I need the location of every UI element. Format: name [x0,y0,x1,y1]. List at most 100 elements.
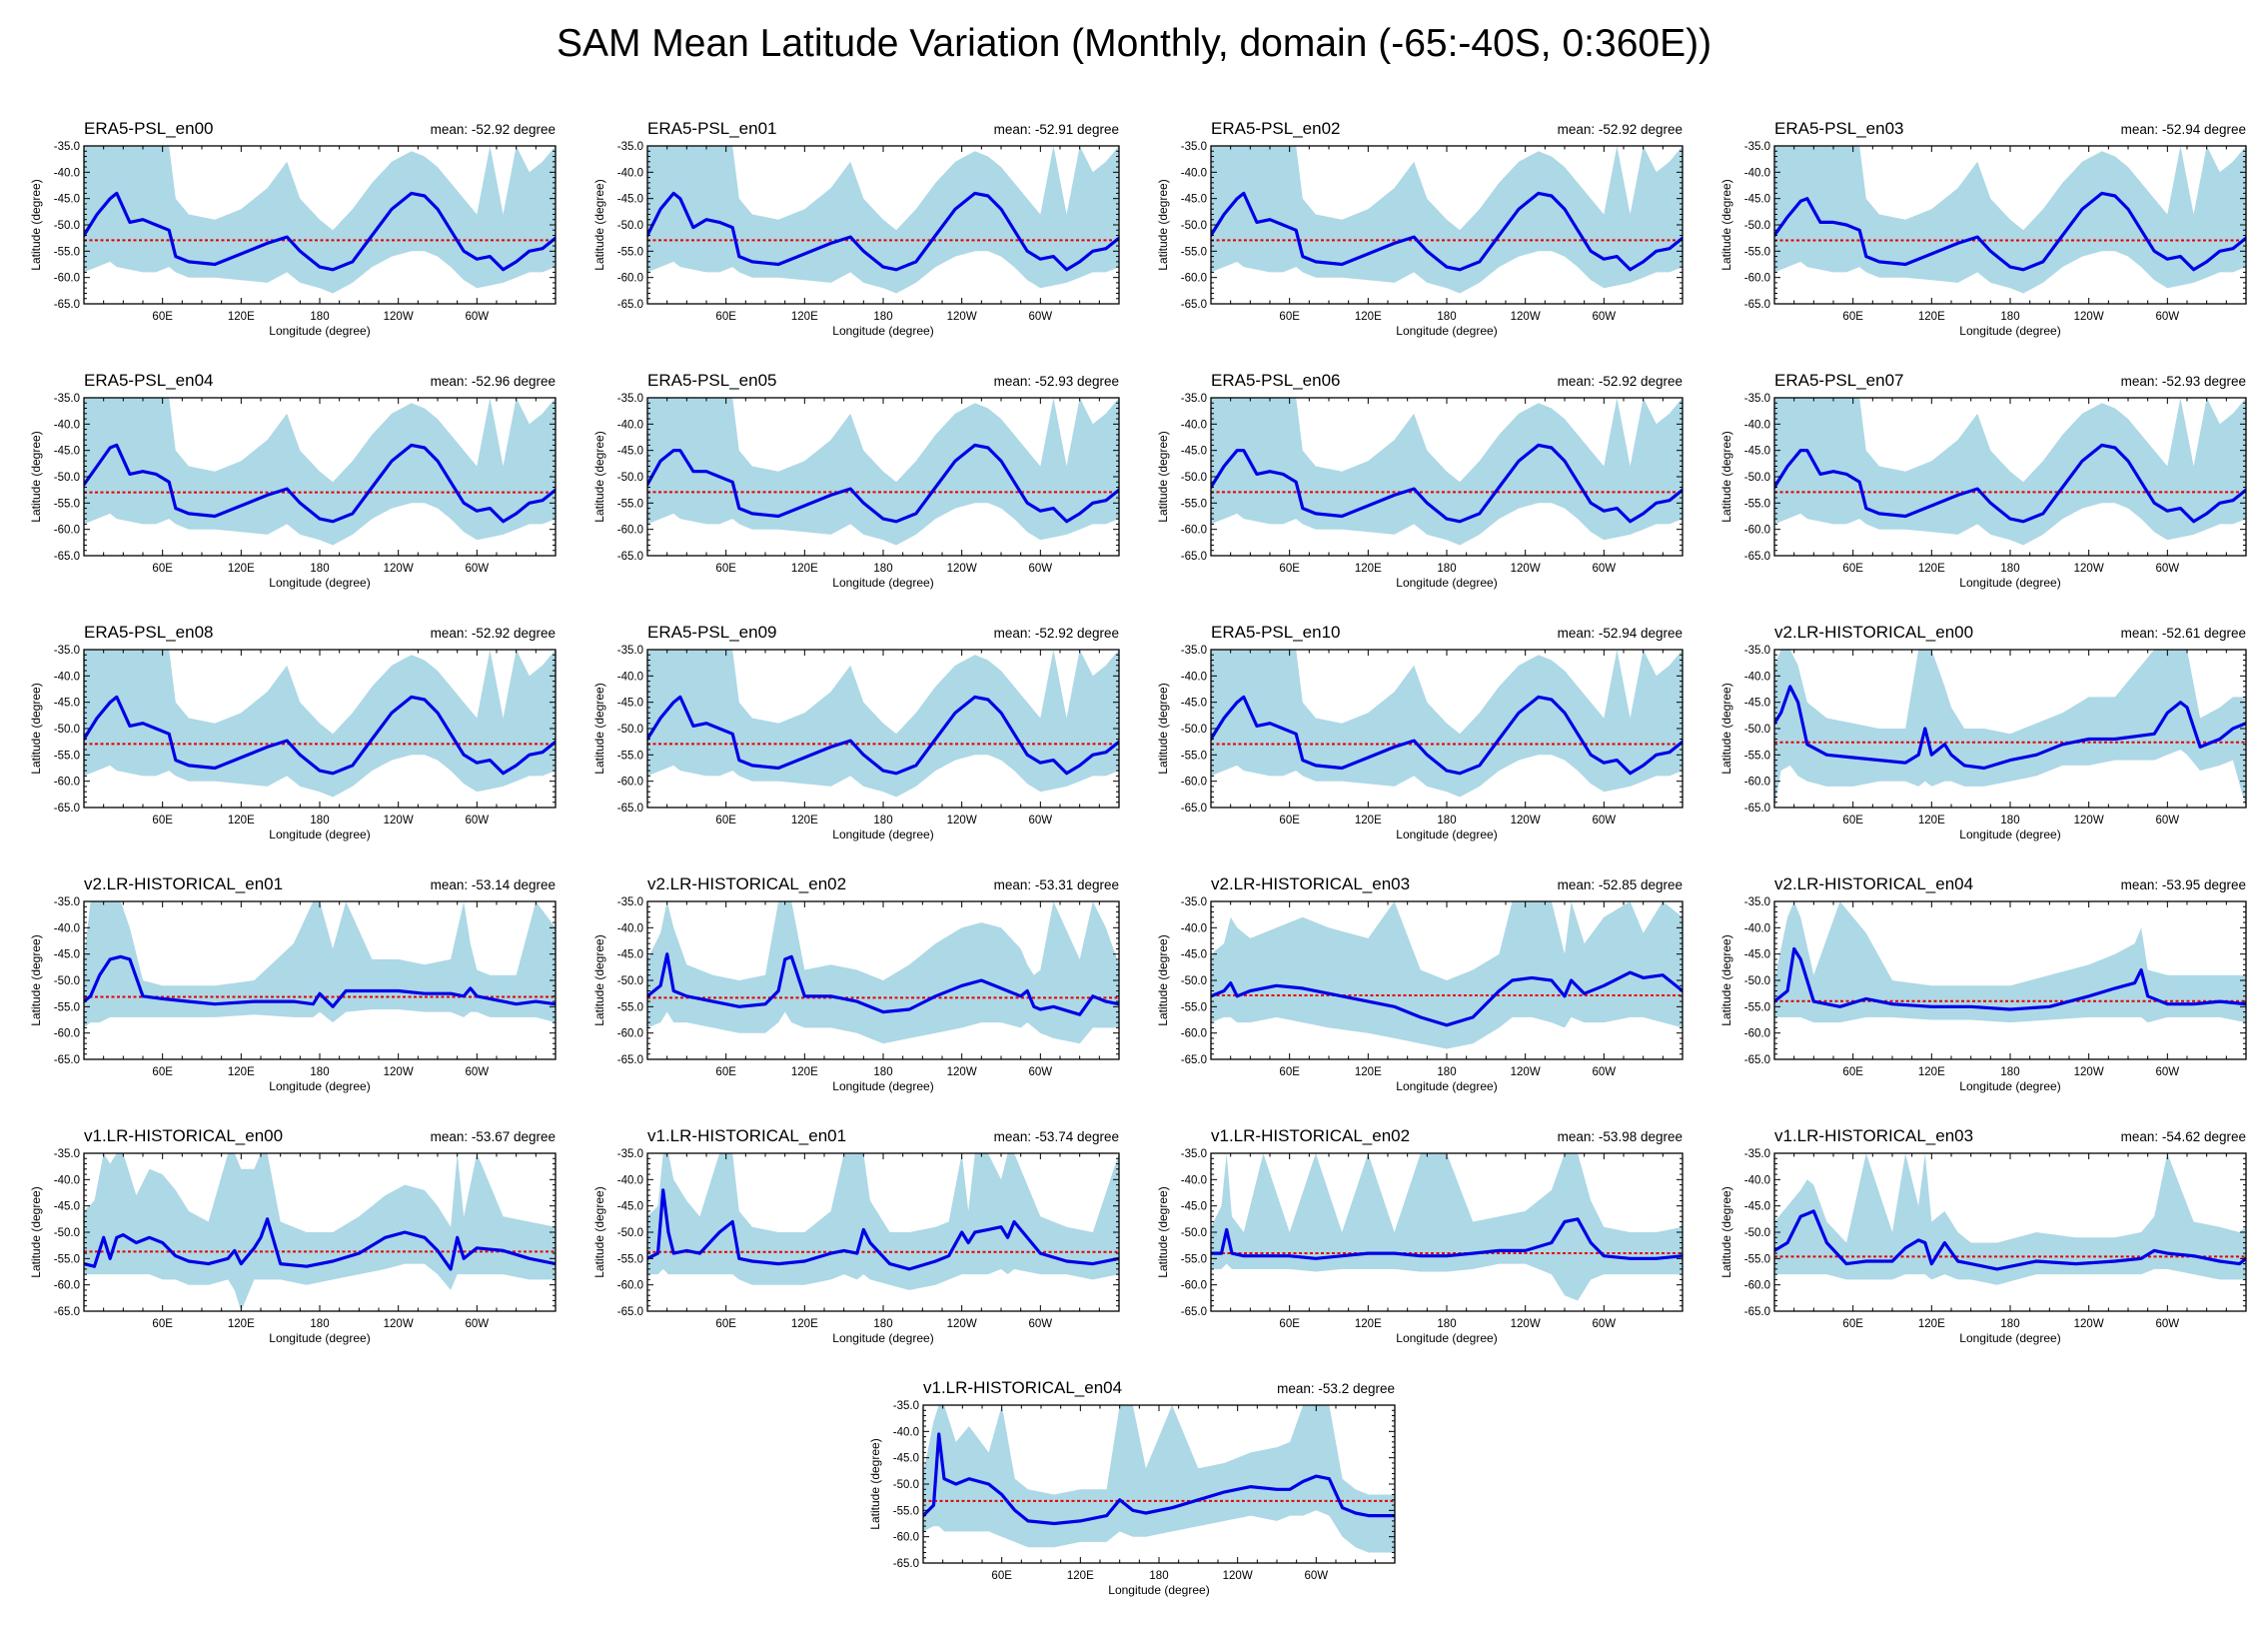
x-tick-label: 180 [873,563,892,575]
spread-band [84,1153,556,1311]
ensemble-mean-line [647,1188,1119,1271]
y-tick-label: -35.0 [1181,1148,1207,1160]
y-tick-label: -50.0 [54,975,80,987]
y-tick-label: -45.0 [54,949,80,961]
y-tick-label: -40.0 [1744,167,1770,179]
y-tick-label: -35.0 [617,645,643,657]
x-axis-label: Longitude (degree) [832,324,933,338]
y-tick-label: -40.0 [617,1174,643,1186]
x-tick-label: 60E [1842,815,1863,826]
x-tick-label: 120E [228,815,255,826]
y-axis-label: Latitude (degree) [1156,683,1170,774]
panel-title: v1.LR-HISTORICAL_en00 [84,1126,283,1145]
y-tick-label: -40.0 [1181,671,1207,683]
x-tick-label: 180 [873,1318,892,1330]
x-tick-label: 60W [1029,1066,1053,1078]
y-axis-label: Latitude (degree) [1719,683,1733,774]
chart-svg: ERA5-PSL_en06 mean: -52.92 degree 60E 120E 1… [1156,371,1684,590]
y-tick-label: -35.0 [1744,1148,1770,1160]
spread-band [647,901,1119,1044]
x-tick-label: 60W [1029,815,1053,826]
panel-title: ERA5-PSL_en00 [84,119,213,138]
y-tick-label: -65.0 [617,299,643,311]
x-tick-label: 60E [1842,311,1863,323]
y-tick-label: -50.0 [54,1227,80,1239]
x-tick-label: 60W [2156,563,2180,575]
x-tick-label: 60W [466,1318,490,1330]
x-tick-label: 120E [1918,311,1945,323]
y-tick-label: -55.0 [893,1505,919,1517]
y-tick-label: -55.0 [1181,1001,1207,1013]
y-tick-label: -65.0 [617,803,643,815]
panel-title: ERA5-PSL_en10 [1211,623,1340,642]
x-axis-label: Longitude (degree) [1959,576,2060,590]
spread-band [1774,1153,2246,1285]
y-tick-label: -40.0 [1181,922,1207,934]
x-tick-label: 60W [1593,563,1617,575]
y-tick-label: -45.0 [54,698,80,710]
y-tick-label: -60.0 [1181,777,1207,789]
y-tick-label: -35.0 [1181,896,1207,908]
x-tick-label: 180 [310,1066,329,1078]
x-tick-label: 60E [715,1318,736,1330]
panel-title: v1.LR-HISTORICAL_en01 [647,1126,846,1145]
y-tick-label: -50.0 [617,220,643,232]
panel-mean-label: mean: -52.61 degree [2121,626,2246,641]
x-tick-label: 120W [384,1318,414,1330]
y-tick-label: -65.0 [1744,1054,1770,1066]
x-tick-label: 60E [991,1570,1012,1582]
y-tick-label: -55.0 [1744,750,1770,762]
x-tick-label: 60E [152,311,173,323]
y-tick-label: -55.0 [617,1253,643,1265]
y-axis-label: Latitude (degree) [592,431,606,522]
panel-title: v2.LR-HISTORICAL_en03 [1211,874,1410,893]
ensemble-mean-line [647,443,1119,524]
chart-svg: ERA5-PSL_en04 mean: -52.96 degree 60E 120E 1… [29,371,557,590]
chart-panel: v2.LR-HISTORICAL_en01 mean: -53.14 degree… [20,865,584,1105]
y-tick-label: -65.0 [893,1558,919,1570]
x-axis-label: Longitude (degree) [832,1331,933,1345]
chart-svg: v1.LR-HISTORICAL_en01 mean: -53.74 degree… [592,1126,1120,1345]
ensemble-mean-line [1774,191,2246,272]
ensemble-mean-line [1211,443,1683,524]
x-tick-label: 120W [1511,815,1541,826]
y-tick-label: -45.0 [54,194,80,206]
x-tick-label: 120W [384,815,414,826]
x-tick-label: 60W [1593,1066,1617,1078]
y-tick-label: -60.0 [54,1280,80,1292]
chart-panel: ERA5-PSL_en10 mean: -52.94 degree 60E 120E 1… [1147,614,1711,853]
ensemble-mean-line [84,443,556,524]
panel-mean-label: mean: -53.14 degree [431,877,556,892]
spread-band [84,650,556,798]
x-tick-label: 120W [384,1066,414,1078]
x-tick-label: 60W [2156,815,2180,826]
spread-band [647,146,1119,294]
panel-title: ERA5-PSL_en09 [647,623,776,642]
chart-svg: ERA5-PSL_en07 mean: -52.93 degree 60E 120E 1… [1719,371,2247,590]
ensemble-mean-line [1774,685,2246,771]
panel-title: v2.LR-HISTORICAL_en01 [84,874,283,893]
y-tick-label: -50.0 [54,724,80,736]
y-tick-label: -60.0 [617,525,643,537]
chart-svg: v2.LR-HISTORICAL_en03 mean: -52.85 degree… [1156,874,1684,1093]
ensemble-mean-line [1774,946,2246,1011]
x-tick-label: 60E [152,1318,173,1330]
y-tick-label: -50.0 [1181,724,1207,736]
y-tick-label: -65.0 [54,1054,80,1066]
y-tick-label: -60.0 [54,1028,80,1040]
panel-mean-label: mean: -53.2 degree [1277,1381,1395,1396]
x-tick-label: 120W [1511,311,1541,323]
x-tick-label: 60W [466,815,490,826]
x-tick-label: 120W [384,311,414,323]
y-tick-label: -45.0 [1181,446,1207,458]
panel-title: v2.LR-HISTORICAL_en02 [647,874,846,893]
y-tick-label: -55.0 [54,750,80,762]
y-axis-label: Latitude (degree) [868,1438,882,1529]
panel-mean-label: mean: -52.92 degree [431,626,556,641]
y-tick-label: -60.0 [54,525,80,537]
chart-svg: ERA5-PSL_en09 mean: -52.92 degree 60E 120E 1… [592,623,1120,841]
y-tick-label: -45.0 [617,949,643,961]
x-tick-label: 180 [310,1318,329,1330]
y-tick-label: -65.0 [1181,1054,1207,1066]
